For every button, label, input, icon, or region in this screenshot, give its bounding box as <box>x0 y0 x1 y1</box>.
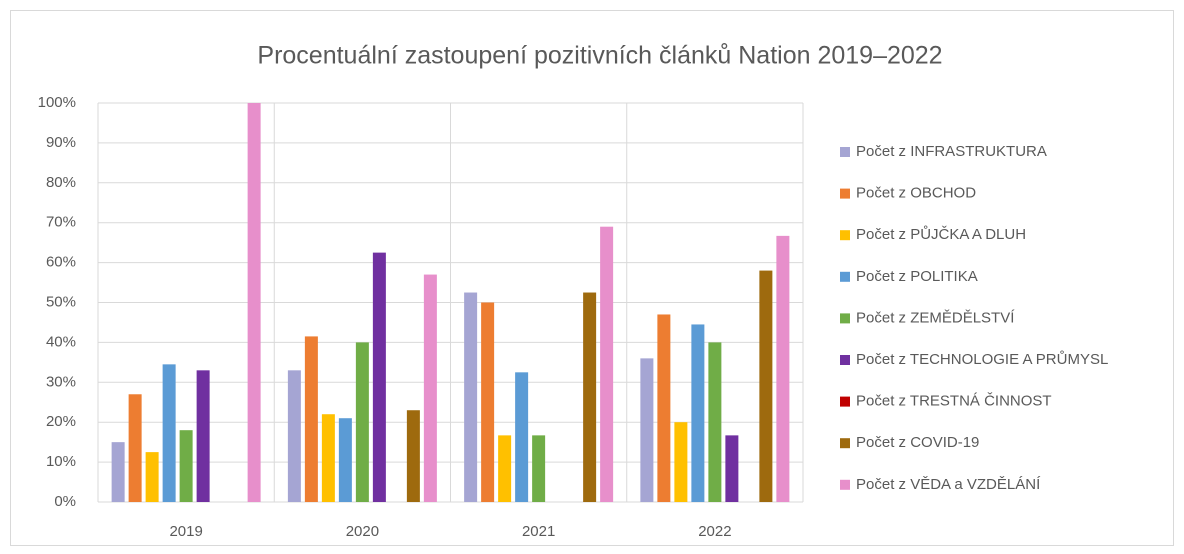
bar <box>776 235 790 502</box>
y-tick-label: 20% <box>46 413 76 430</box>
bar <box>145 452 159 502</box>
bar <box>128 394 142 502</box>
bar <box>372 252 386 502</box>
legend-swatch <box>840 355 850 365</box>
y-tick-label: 0% <box>54 493 76 510</box>
bar <box>708 342 722 502</box>
chart-title: Procentuální zastoupení pozitivních člán… <box>257 42 942 70</box>
bar <box>287 370 301 502</box>
y-tick-label: 90% <box>46 134 76 151</box>
legend-label: Počet z VĚDA a VZDĚLÁNÍ <box>856 476 1041 493</box>
legend-label: Počet z PŮJČKA A DLUH <box>856 225 1026 243</box>
legend-swatch <box>840 396 850 407</box>
bar <box>657 314 671 502</box>
bar <box>247 103 261 502</box>
bar <box>600 226 614 502</box>
y-tick-label: 100% <box>38 94 76 111</box>
bar <box>640 358 654 502</box>
legend-swatch <box>840 230 850 241</box>
x-tick-label: 2019 <box>169 523 202 540</box>
bar <box>725 435 739 502</box>
bar <box>304 336 318 502</box>
y-tick-label: 50% <box>46 293 76 310</box>
bar <box>406 410 420 502</box>
x-tick-label: 2020 <box>346 523 379 540</box>
legend-swatch <box>840 313 850 324</box>
legend-label: Počet z OBCHOD <box>856 185 976 202</box>
bar <box>674 422 688 502</box>
y-tick-label: 60% <box>46 254 76 271</box>
legend-label: Počet z ZEMĚDĚLSTVÍ <box>856 309 1015 326</box>
bar <box>355 342 369 502</box>
bar <box>481 302 495 502</box>
y-tick-label: 30% <box>46 373 76 390</box>
bar <box>162 364 176 502</box>
bar <box>111 442 125 502</box>
bar <box>423 274 437 502</box>
legend-label: Počet z INFRASTRUKTURA <box>856 143 1047 160</box>
legend-swatch <box>840 188 850 199</box>
legend-swatch <box>840 147 850 157</box>
legend-swatch <box>840 438 850 449</box>
bar <box>759 270 773 502</box>
bar <box>179 430 193 502</box>
bar <box>515 372 529 502</box>
legend-label: Počet z COVID-19 <box>856 434 979 451</box>
y-tick-label: 40% <box>46 333 76 350</box>
bar <box>196 370 210 502</box>
bar <box>338 418 352 502</box>
y-tick-label: 80% <box>46 174 76 191</box>
legend-label: Počet z TECHNOLOGIE A PRŮMYSL <box>856 350 1108 368</box>
bar <box>464 292 478 502</box>
bar <box>691 324 705 502</box>
bar <box>532 435 546 502</box>
bar <box>498 435 512 502</box>
bar <box>321 414 335 502</box>
x-tick-label: 2021 <box>522 523 555 540</box>
legend-swatch <box>840 271 850 282</box>
x-tick-label: 2022 <box>698 523 731 540</box>
y-tick-label: 10% <box>46 453 76 470</box>
y-tick-label: 70% <box>46 214 76 231</box>
legend-swatch <box>840 479 850 490</box>
legend-label: Počet z POLITIKA <box>856 268 978 285</box>
bar <box>583 292 597 502</box>
legend-label: Počet z TRESTNÁ ČINNOST <box>856 393 1052 410</box>
